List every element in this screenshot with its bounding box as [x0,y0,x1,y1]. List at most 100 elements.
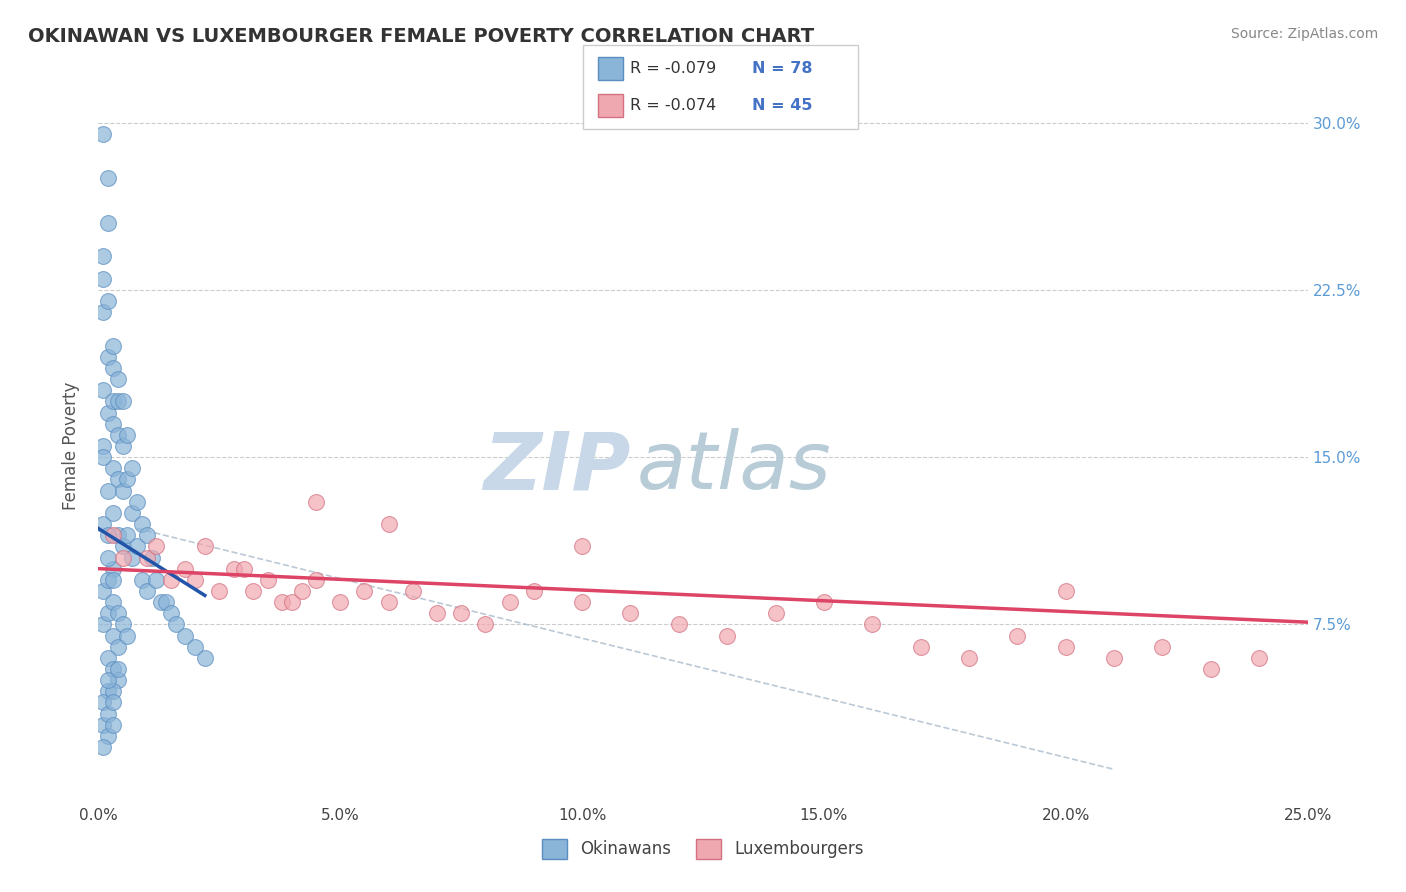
Point [101,662,124,676]
Point [91,249,114,264]
Point [474,617,496,632]
Point [101,417,124,431]
Point [1152,640,1174,654]
Point [111,617,134,632]
Point [91,717,114,731]
Point [97,483,120,498]
Text: R = -0.074: R = -0.074 [630,98,716,112]
Point [305,494,328,508]
Point [256,573,278,587]
Point [571,539,593,553]
Point [101,562,124,576]
Point [910,640,932,654]
Y-axis label: Female Poverty: Female Poverty [62,382,80,510]
Point [101,461,124,475]
Point [101,684,124,698]
Point [377,517,399,532]
Point [135,550,157,565]
Point [117,528,139,542]
Point [101,573,124,587]
Point [619,607,641,621]
Point [271,595,294,609]
Point [101,360,124,375]
Point [91,517,114,532]
Point [141,550,163,565]
Point [117,472,139,486]
Point [101,338,124,352]
Point [145,573,167,587]
Point [184,640,207,654]
Point [111,439,134,453]
Point [498,595,520,609]
Point [101,717,124,731]
Point [194,651,217,665]
Point [107,662,129,676]
Point [111,539,134,553]
Point [91,740,114,755]
Text: atlas: atlas [637,428,831,507]
Point [97,216,120,230]
Point [957,651,980,665]
Point [97,684,120,698]
Point [131,517,153,532]
Text: R = -0.079: R = -0.079 [630,62,716,76]
Point [97,171,120,186]
Point [281,595,304,609]
Point [426,607,449,621]
Point [1102,651,1125,665]
Point [117,427,139,442]
Point [1007,628,1029,642]
Point [97,405,120,419]
Point [97,607,120,621]
Point [160,607,183,621]
Text: N = 78: N = 78 [752,62,813,76]
Point [305,573,328,587]
Point [101,628,124,642]
Point [150,595,173,609]
Point [107,427,129,442]
Point [97,550,120,565]
Point [135,583,157,598]
Point [91,271,114,285]
Point [1054,583,1077,598]
Point [111,550,134,565]
Point [127,494,149,508]
Point [155,595,177,609]
Point [97,293,120,308]
Point [101,506,124,520]
Point [101,696,124,710]
Point [97,651,120,665]
Point [160,573,183,587]
Point [1249,651,1271,665]
Point [184,573,207,587]
Point [97,729,120,743]
Point [716,628,738,642]
Point [111,483,134,498]
Point [91,696,114,710]
Point [101,528,124,542]
Point [97,673,120,687]
Point [107,372,129,386]
Point [242,583,264,598]
Text: ZIP: ZIP [484,428,630,507]
Point [353,583,375,598]
Point [107,394,129,409]
Point [813,595,835,609]
Point [121,461,143,475]
Point [97,528,120,542]
Text: Source: ZipAtlas.com: Source: ZipAtlas.com [1230,27,1378,41]
Point [222,562,245,576]
Point [107,528,129,542]
Point [91,617,114,632]
Point [91,305,114,319]
Point [91,439,114,453]
Text: OKINAWAN VS LUXEMBOURGER FEMALE POVERTY CORRELATION CHART: OKINAWAN VS LUXEMBOURGER FEMALE POVERTY … [28,27,814,45]
Point [1054,640,1077,654]
Point [91,583,114,598]
Point [290,583,312,598]
Point [765,607,787,621]
Point [107,472,129,486]
Point [377,595,399,609]
Point [107,673,129,687]
Point [450,607,472,621]
